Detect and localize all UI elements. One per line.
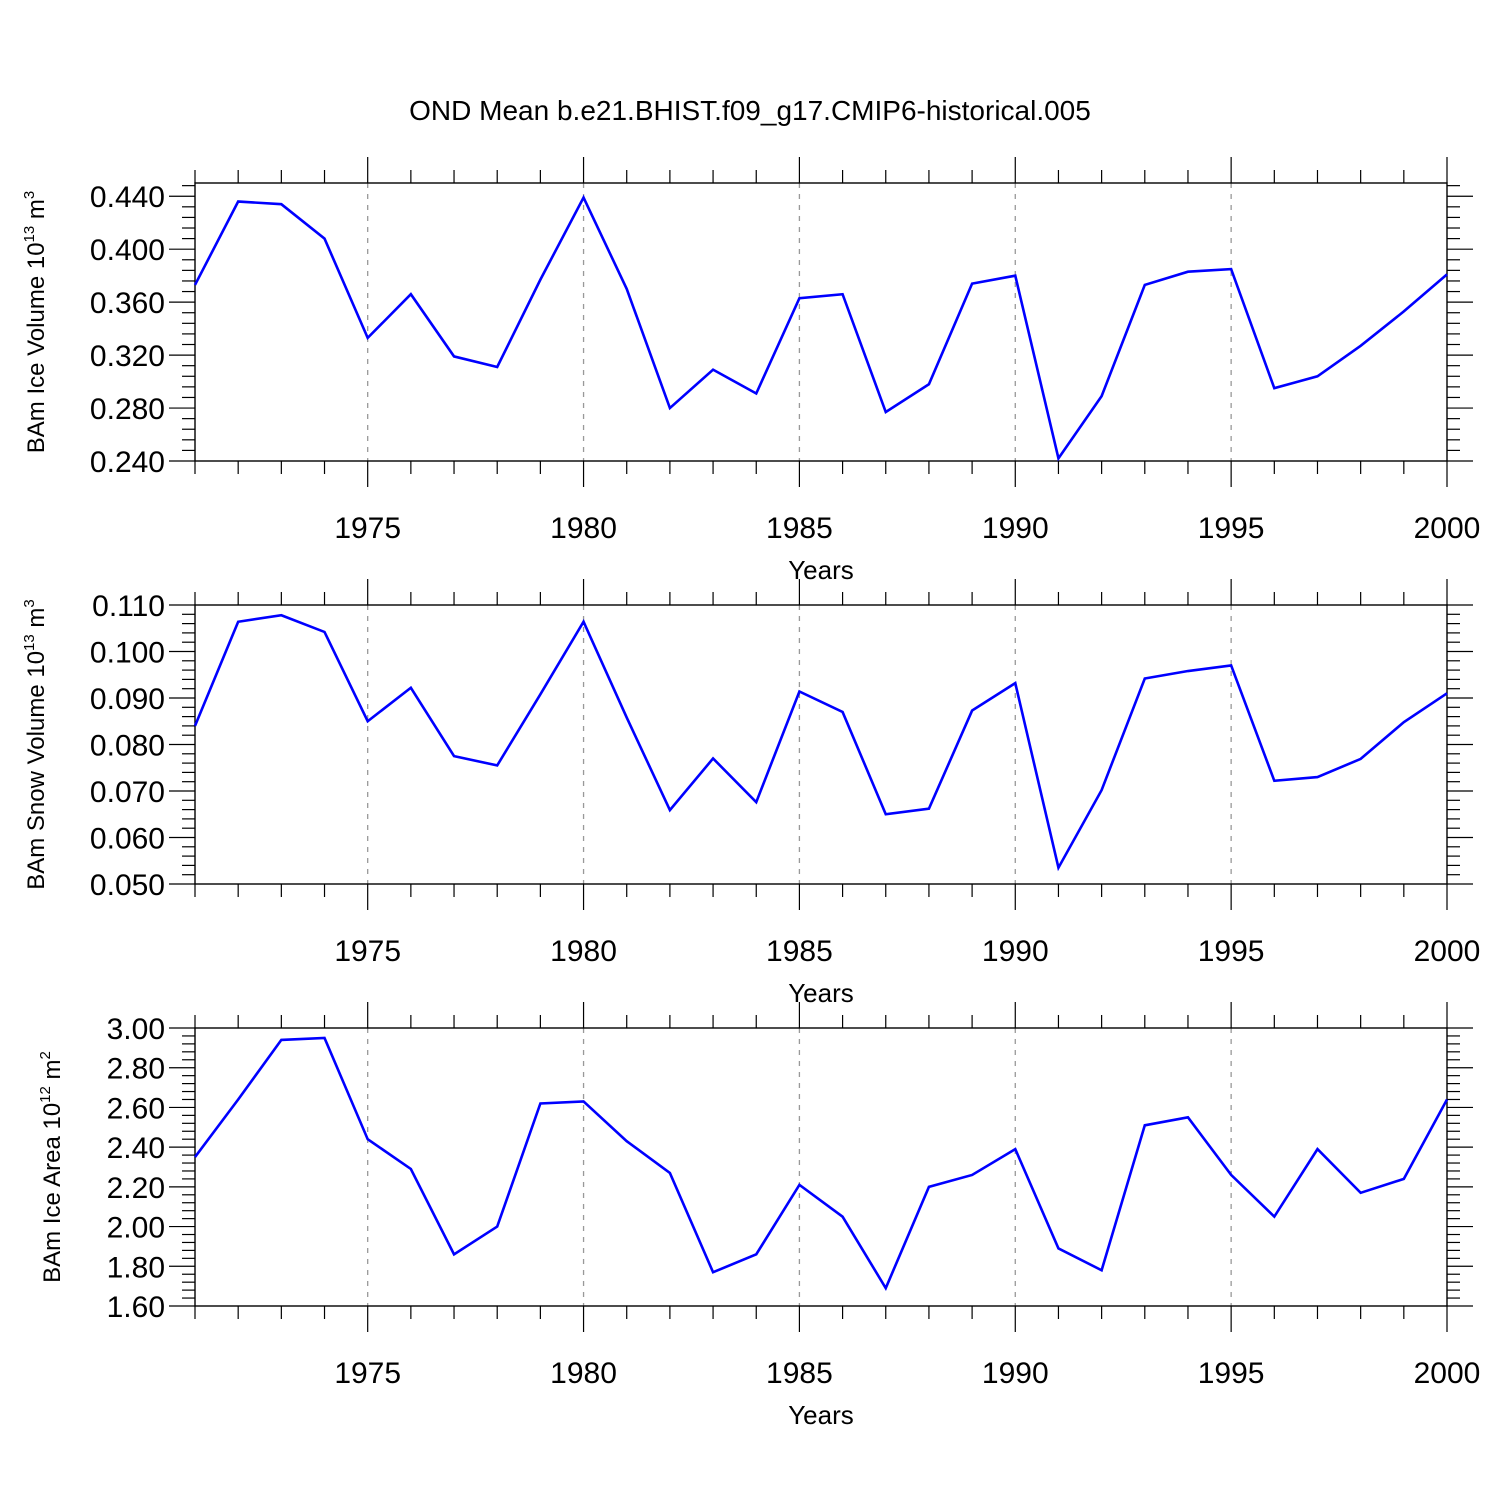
snow-volume-xtick-label: 2000	[1414, 935, 1481, 968]
snow-volume-y-axis-title: BAm Snow Volume 1013 m3	[21, 599, 50, 890]
ice-area-ytick-label: 2.40	[107, 1132, 165, 1165]
ice-area-x-axis-title: Years	[788, 1400, 854, 1430]
snow-volume-xtick-label: 1995	[1198, 935, 1265, 968]
snow-volume-ytick-label: 0.100	[90, 637, 165, 670]
ice-area-ylabel-exp: 12	[37, 1086, 54, 1103]
snow-volume-xtick-label: 1975	[334, 935, 401, 968]
ice-area-ylabel-unit-exp: 2	[37, 1051, 54, 1059]
snow-volume-ytick-label: 0.090	[90, 683, 165, 716]
ice-area-xtick-label: 1985	[766, 1357, 833, 1390]
ice-volume-ytick-label: 0.400	[90, 234, 165, 267]
ice-volume-series-line	[193, 194, 1448, 462]
ice-volume-xtick-label: 1975	[334, 512, 401, 545]
ice-volume-ytick-label: 0.280	[90, 393, 165, 426]
ice-volume-ylabel-unit: m	[23, 199, 50, 226]
ice-volume-plot-frame	[194, 182, 1448, 462]
ice-volume-xtick-label: 1980	[550, 512, 617, 545]
snow-volume-xtick-label: 1985	[766, 935, 833, 968]
snow-volume-xtick-label: 1980	[550, 935, 617, 968]
snow-volume-ylabel-unit-exp: 3	[21, 599, 38, 607]
ice-volume-ytick-label: 0.320	[90, 340, 165, 373]
ice-area-xtick-label: 1975	[334, 1357, 401, 1390]
ice-area-ytick-label: 2.00	[107, 1212, 165, 1245]
ice-area-xtick-label: 2000	[1414, 1357, 1481, 1390]
snow-volume-ytick-label: 0.050	[90, 869, 165, 902]
ice-volume-ytick-label: 0.440	[90, 181, 165, 214]
snow-volume-x-axis-title: Years	[788, 978, 854, 1008]
ice-area-ytick-label: 3.00	[107, 1013, 165, 1046]
ice-area-ytick-label: 1.80	[107, 1251, 165, 1284]
snow-volume-ylabel-main: BAm Snow Volume 10	[23, 651, 50, 890]
snow-volume-series-line	[193, 613, 1448, 872]
ice-area-xtick-label: 1995	[1198, 1357, 1265, 1390]
ice-area-y-axis-title: BAm Ice Area 1012 m2	[37, 1051, 66, 1283]
ice-area-xtick-label: 1980	[550, 1357, 617, 1390]
snow-volume-ytick-label: 0.070	[90, 776, 165, 809]
ice-area-panel: 1975 1980 1985 1990 1995 2000 Years 1.60 1.80 2.0…	[37, 1002, 1480, 1430]
ice-area-xtick-label: 1990	[982, 1357, 1049, 1390]
snow-volume-ylabel-exp: 13	[21, 634, 38, 651]
ice-area-plot-frame	[194, 1027, 1448, 1307]
ice-area-ylabel-unit: m	[39, 1059, 66, 1086]
snow-volume-ytick-label: 0.060	[90, 823, 165, 856]
ice-volume-ylabel-main: BAm Ice Volume 10	[23, 242, 50, 453]
ice-volume-panel: 1975 1980 1985 1990 1995 2000 Years 0.240 0.280 0…	[21, 157, 1480, 585]
snow-volume-ylabel-unit: m	[23, 608, 50, 635]
ice-area-ylabel-main: BAm Ice Area 10	[39, 1103, 66, 1283]
ice-volume-ylabel-exp: 13	[21, 226, 38, 243]
snow-volume-panel: 1975 1980 1985 1990 1995 2000 Years 0.050 0.060 0…	[21, 579, 1480, 1008]
ice-volume-xtick-label: 1995	[1198, 512, 1265, 545]
ice-volume-x-axis-title: Years	[788, 555, 854, 585]
ice-volume-ytick-label: 0.240	[90, 446, 165, 479]
ice-volume-y-axis-title: BAm Ice Volume 1013 m3	[21, 191, 50, 453]
ice-area-ytick-label: 2.60	[107, 1092, 165, 1125]
ice-volume-ylabel-unit-exp: 3	[21, 191, 38, 199]
snow-volume-ytick-label: 0.080	[90, 730, 165, 763]
ice-volume-xtick-label: 1985	[766, 512, 833, 545]
snow-volume-xtick-label: 1990	[982, 935, 1049, 968]
ice-area-ytick-label: 2.20	[107, 1172, 165, 1205]
snow-volume-plot-frame	[194, 604, 1448, 885]
ice-volume-ytick-label: 0.360	[90, 287, 165, 320]
ice-volume-xtick-label: 2000	[1414, 512, 1481, 545]
ice-area-series-line	[193, 1036, 1449, 1291]
ice-area-ytick-label: 2.80	[107, 1053, 165, 1086]
ice-area-ytick-label: 1.60	[107, 1291, 165, 1324]
ice-volume-xtick-label: 1990	[982, 512, 1049, 545]
snow-volume-ytick-label: 0.110	[92, 590, 165, 623]
chart-title: OND Mean b.e21.BHIST.f09_g17.CMIP6-histo…	[409, 95, 1091, 126]
